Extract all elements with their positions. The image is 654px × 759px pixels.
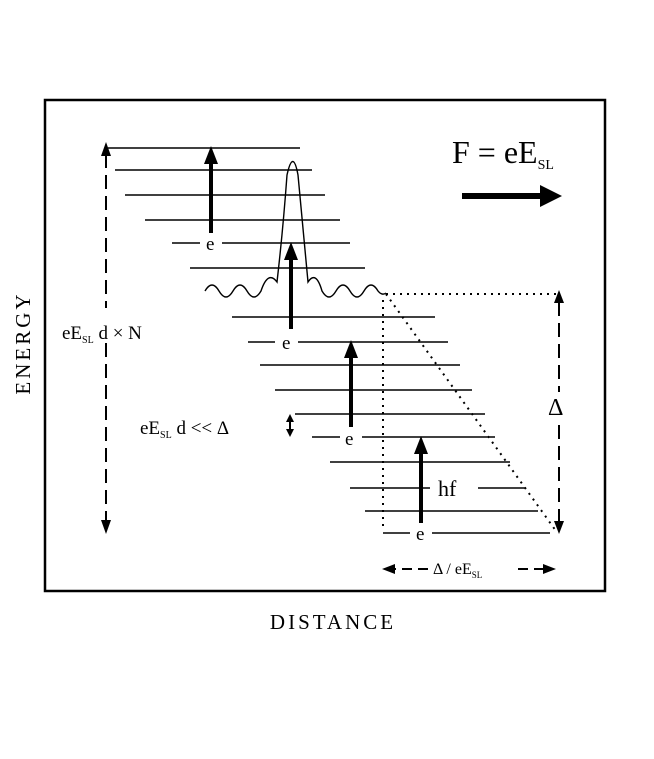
- arrowhead: [284, 242, 298, 260]
- electron-labels: e e e e: [206, 234, 424, 545]
- transition-arrows: [204, 146, 428, 523]
- arrowhead: [554, 521, 564, 534]
- wavefunction: [204, 160, 387, 298]
- dotted-guides: [382, 293, 557, 532]
- arrowhead: [554, 290, 564, 303]
- dotted-diagonal: [385, 293, 557, 532]
- electron-label: e: [282, 333, 290, 354]
- y-axis-label: ENERGY: [11, 291, 35, 394]
- electron-label: e: [416, 524, 424, 545]
- arrowhead: [543, 564, 556, 574]
- arrowhead: [382, 564, 395, 574]
- electron-label: e: [206, 234, 214, 255]
- photon-energy-label: hf: [438, 476, 457, 501]
- electron-label: e: [345, 429, 353, 450]
- x-axis-label: DISTANCE: [270, 610, 396, 634]
- arrowhead: [101, 142, 111, 156]
- arrowhead: [204, 146, 218, 164]
- arrowhead: [414, 436, 428, 454]
- width-label: Δ / eESL: [433, 561, 482, 580]
- arrowhead: [344, 340, 358, 358]
- arrowhead: [101, 520, 111, 534]
- level-spacing-label: eESL d << Δ: [140, 418, 229, 441]
- force-label: F = eESL: [452, 134, 554, 173]
- arrowhead: [286, 429, 294, 437]
- force-arrowhead: [540, 185, 562, 207]
- arrowhead: [286, 414, 294, 422]
- delta-label: Δ: [548, 395, 563, 421]
- energy-levels: [108, 147, 550, 534]
- total-drop-label: eESL d × N: [62, 323, 142, 346]
- plot-frame: [43, 98, 607, 593]
- dimension-arrows: [101, 142, 564, 574]
